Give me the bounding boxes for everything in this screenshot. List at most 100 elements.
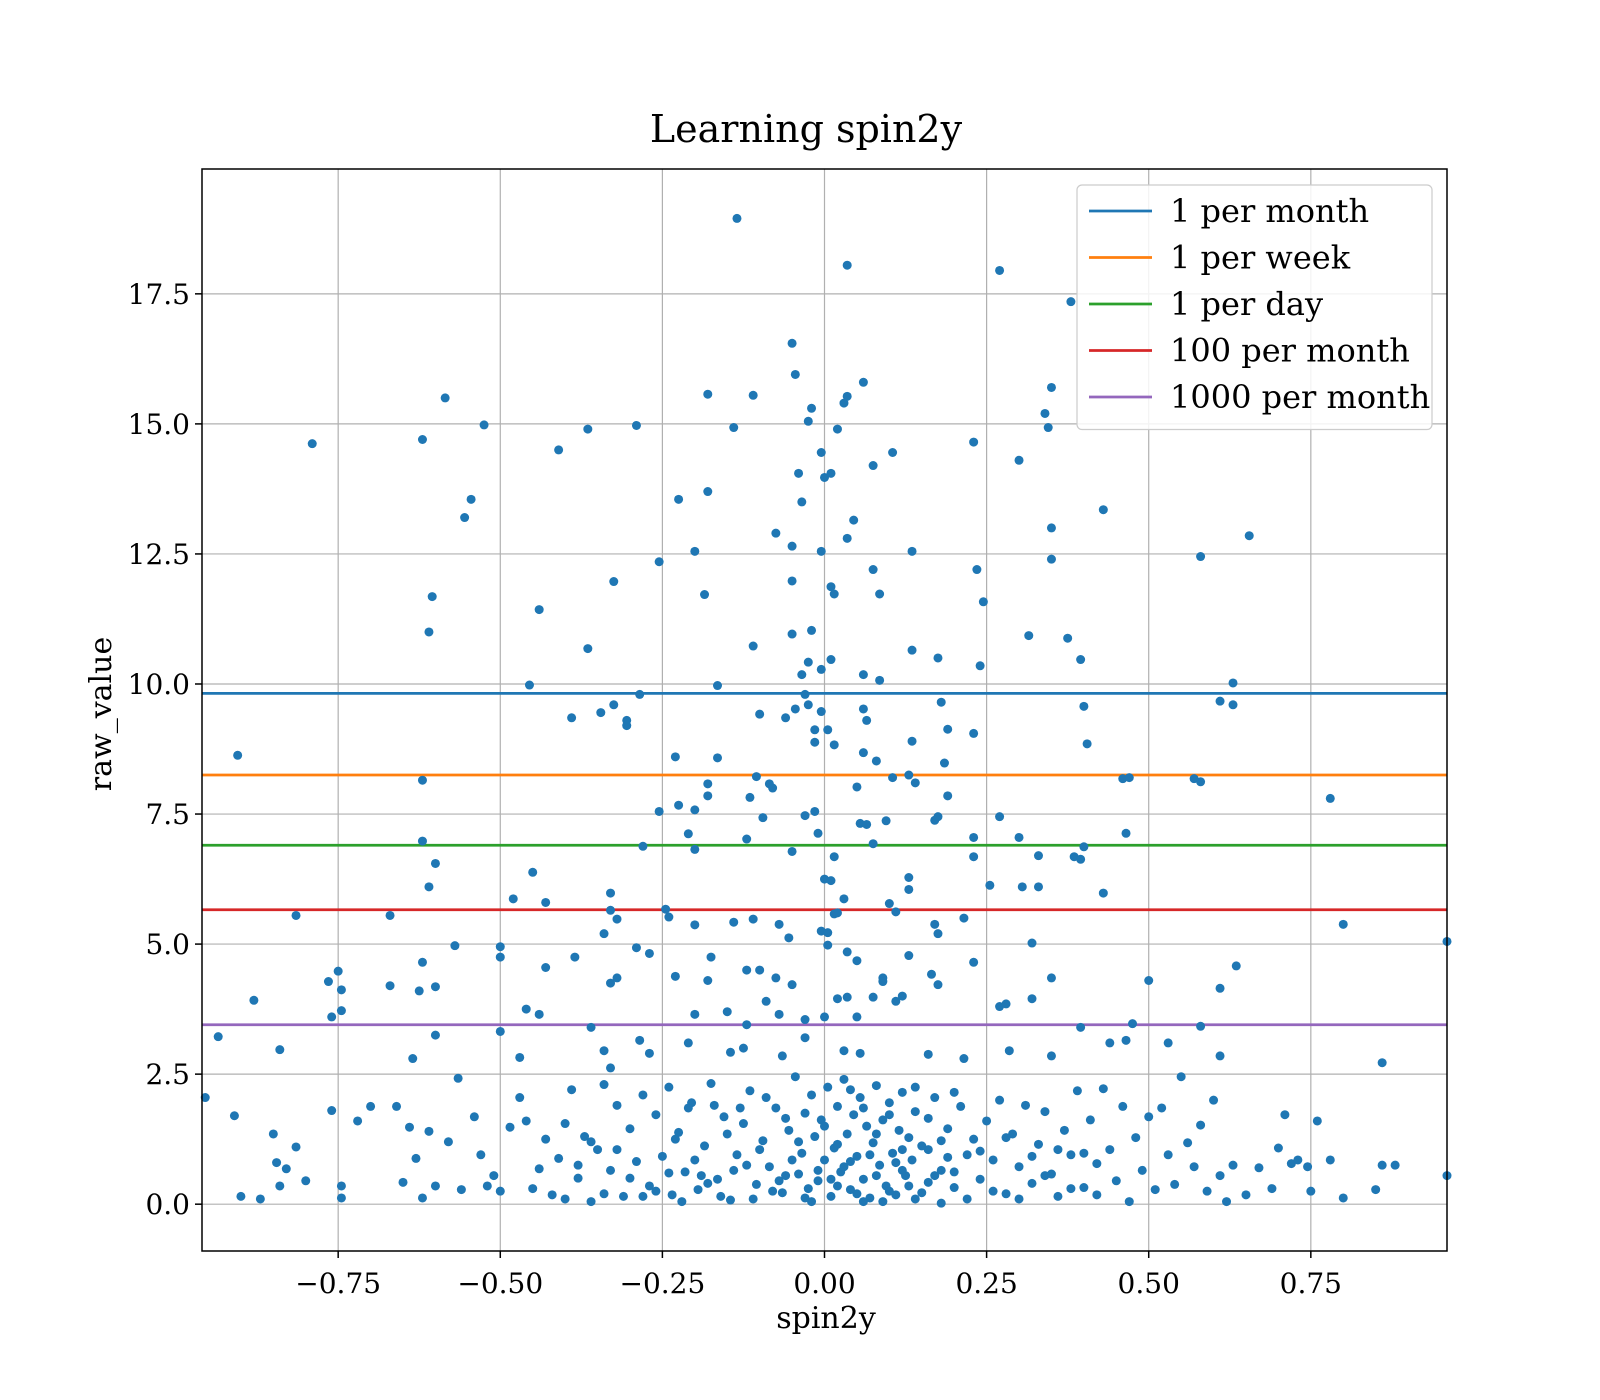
scatter-point bbox=[858, 377, 868, 387]
scatter-point bbox=[1098, 1084, 1108, 1094]
scatter-point bbox=[275, 1045, 285, 1055]
scatter-point bbox=[700, 1141, 710, 1151]
scatter-point bbox=[829, 589, 839, 599]
scatter-point bbox=[200, 1093, 210, 1103]
scatter-point bbox=[713, 753, 723, 763]
scatter-point bbox=[560, 1119, 570, 1129]
scatter-point bbox=[930, 1093, 940, 1103]
scatter-point bbox=[424, 1126, 434, 1136]
scatter-point bbox=[816, 546, 826, 556]
scatter-point bbox=[638, 1090, 648, 1100]
scatter-point bbox=[910, 778, 920, 788]
scatter-point bbox=[839, 894, 849, 904]
scatter-point bbox=[894, 1125, 904, 1135]
scatter-point bbox=[826, 876, 836, 886]
scatter-point bbox=[1014, 1162, 1024, 1172]
scatter-point bbox=[586, 1022, 596, 1032]
scatter-point bbox=[956, 1101, 966, 1111]
scatter-point bbox=[405, 1122, 414, 1132]
scatter-point bbox=[703, 1178, 713, 1188]
scatter-point bbox=[755, 1145, 765, 1155]
scatter-point bbox=[800, 1193, 810, 1203]
scatter-point bbox=[842, 992, 852, 1002]
scatter-point bbox=[1176, 1072, 1186, 1082]
scatter-point bbox=[816, 664, 826, 674]
y-tick-label: 5.0 bbox=[145, 928, 190, 961]
scatter-point bbox=[884, 1186, 894, 1196]
scatter-point bbox=[661, 904, 671, 914]
scatter-point bbox=[784, 1125, 794, 1135]
scatter-point bbox=[781, 713, 791, 723]
scatter-point bbox=[858, 1174, 868, 1184]
scatter-point bbox=[336, 1193, 346, 1203]
scatter-point bbox=[842, 391, 852, 401]
scatter-point bbox=[612, 973, 622, 983]
scatter-point bbox=[638, 841, 648, 851]
scatter-point bbox=[842, 260, 852, 270]
scatter-point bbox=[907, 1155, 917, 1165]
scatter-point bbox=[878, 1115, 888, 1125]
scatter-point bbox=[651, 1110, 661, 1120]
scatter-point bbox=[1124, 773, 1134, 783]
scatter-point bbox=[1001, 1189, 1011, 1199]
scatter-point bbox=[871, 1171, 881, 1181]
scatter-point bbox=[845, 1157, 855, 1167]
scatter-point bbox=[748, 390, 758, 400]
scatter-point bbox=[1111, 1176, 1121, 1186]
scatter-point bbox=[722, 1007, 732, 1017]
scatter-point bbox=[995, 265, 1005, 275]
scatter-point bbox=[713, 681, 723, 691]
scatter-point bbox=[489, 1171, 499, 1181]
scatter-point bbox=[823, 1082, 833, 1092]
scatter-point bbox=[787, 1155, 797, 1165]
scatter-point bbox=[794, 468, 804, 478]
scatter-point bbox=[670, 1134, 680, 1144]
scatter-point bbox=[800, 1108, 810, 1118]
scatter-point bbox=[794, 1169, 804, 1179]
scatter-point bbox=[1033, 851, 1043, 861]
scatter-point bbox=[1027, 1151, 1037, 1161]
scatter-point bbox=[353, 1116, 363, 1126]
scatter-point bbox=[703, 791, 713, 801]
scatter-point bbox=[904, 1133, 914, 1143]
scatter-point bbox=[1222, 1197, 1232, 1207]
x-tick-label: 0.00 bbox=[793, 1267, 855, 1300]
scatter-point bbox=[878, 977, 888, 987]
scatter-point bbox=[1046, 554, 1056, 564]
scatter-point bbox=[875, 675, 885, 685]
scatter-point bbox=[631, 420, 641, 430]
scatter-point bbox=[1215, 983, 1225, 993]
scatter-point bbox=[1118, 1101, 1128, 1111]
scatter-point bbox=[1267, 1184, 1277, 1194]
scatter-point bbox=[651, 1186, 661, 1196]
scatter-point bbox=[690, 844, 700, 854]
scatter-point bbox=[327, 1106, 337, 1116]
scatter-point bbox=[826, 468, 836, 478]
scatter-point bbox=[554, 445, 564, 455]
scatter-point bbox=[307, 439, 317, 449]
scatter-point bbox=[567, 713, 577, 723]
scatter-point bbox=[807, 625, 817, 635]
scatter-point bbox=[1371, 1185, 1381, 1195]
scatter-point bbox=[949, 1167, 959, 1177]
scatter-point bbox=[800, 811, 810, 821]
y-tick-label: 15.0 bbox=[128, 408, 190, 441]
scatter-point bbox=[1215, 1171, 1225, 1181]
scatter-point bbox=[690, 546, 700, 556]
scatter-point bbox=[1043, 423, 1053, 433]
scatter-point bbox=[858, 704, 868, 714]
scatter-point bbox=[606, 905, 616, 915]
scatter-point bbox=[858, 1197, 868, 1207]
scatter-point bbox=[515, 1052, 525, 1062]
scatter-point bbox=[1196, 1120, 1206, 1130]
scatter-point bbox=[1066, 297, 1076, 307]
scatter-point bbox=[1053, 1145, 1063, 1155]
scatter-point bbox=[936, 1198, 946, 1208]
scatter-point bbox=[849, 515, 859, 525]
scatter-point bbox=[612, 1100, 622, 1110]
scatter-point bbox=[1105, 1145, 1115, 1155]
scatter-point bbox=[700, 590, 710, 600]
scatter-point bbox=[654, 806, 664, 816]
scatter-point bbox=[774, 1176, 784, 1186]
